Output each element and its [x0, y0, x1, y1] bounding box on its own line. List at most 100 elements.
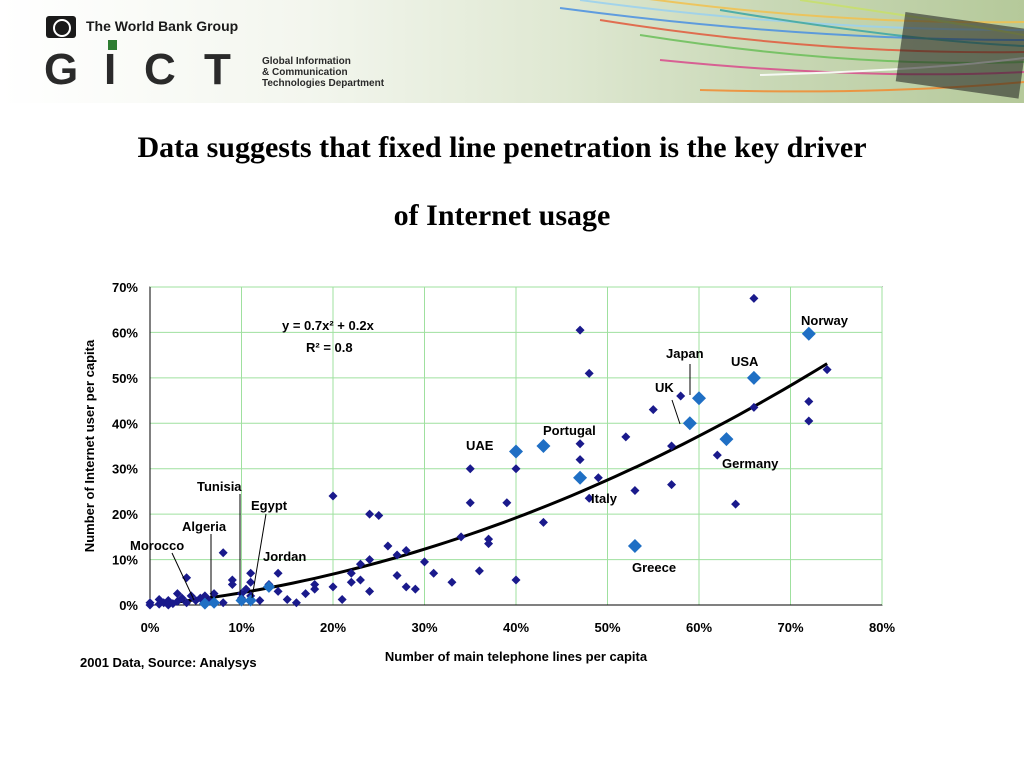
point-algeria — [208, 596, 221, 609]
data-point — [227, 580, 237, 590]
department-line-3: Technologies Department — [262, 78, 385, 89]
x-tick-label: 50% — [594, 620, 620, 635]
data-point — [365, 555, 375, 565]
y-tick-label: 20% — [112, 507, 138, 522]
data-point — [447, 577, 457, 587]
logo-letter-c: C — [144, 45, 176, 94]
source-footnote: 2001 Data, Source: Analysys — [80, 655, 257, 670]
data-point — [383, 541, 393, 551]
data-point — [355, 559, 365, 569]
data-point — [484, 539, 494, 549]
point-uae — [509, 444, 523, 459]
x-tick-label: 60% — [686, 620, 712, 635]
data-point — [291, 598, 301, 608]
label-egypt: Egypt — [251, 498, 288, 513]
data-point — [200, 591, 210, 601]
data-point — [731, 499, 741, 509]
x-tick-label: 40% — [503, 620, 529, 635]
point-japan — [692, 391, 706, 406]
data-point — [822, 365, 832, 375]
x-tick-label: 0% — [141, 620, 160, 635]
label-uk: UK — [655, 380, 674, 395]
data-point — [502, 498, 512, 508]
data-point — [511, 464, 521, 474]
x-tick-label: 10% — [228, 620, 254, 635]
data-point — [374, 511, 384, 521]
data-point — [310, 584, 320, 594]
label-morocco: Morocco — [130, 538, 184, 553]
label-algeria: Algeria — [182, 519, 227, 534]
leader-line-egypt — [251, 513, 267, 599]
point-germany — [719, 432, 734, 447]
org-name: The World Bank Group — [86, 18, 239, 34]
data-point — [392, 550, 402, 560]
y-tick-label: 70% — [112, 280, 138, 295]
data-point — [575, 455, 585, 465]
title-line-2: of Internet usage — [393, 199, 611, 232]
data-point — [538, 517, 548, 527]
department-line-1: Global Information — [262, 56, 351, 67]
point-morocco — [198, 597, 211, 610]
data-point — [575, 439, 585, 449]
data-point — [218, 598, 228, 608]
x-tick-label: 70% — [777, 620, 803, 635]
data-point — [511, 575, 521, 585]
y-tick-label: 30% — [112, 462, 138, 477]
logo-letter-g: G — [44, 45, 79, 94]
y-axis-title: Number of Internet user per capita — [82, 339, 97, 552]
data-point — [346, 577, 356, 587]
data-point — [575, 325, 585, 335]
data-point — [648, 405, 658, 415]
point-usa — [746, 370, 761, 385]
data-point — [255, 595, 265, 605]
data-point — [392, 570, 402, 580]
label-greece: Greece — [632, 560, 676, 575]
data-point — [429, 568, 439, 578]
data-point — [346, 568, 356, 578]
x-axis-title: Number of main telephone lines per capit… — [385, 649, 648, 664]
data-point — [474, 566, 484, 576]
data-point — [310, 580, 320, 590]
data-point — [712, 450, 722, 460]
data-point — [246, 568, 256, 578]
data-point — [218, 548, 228, 558]
point-norway — [801, 326, 816, 341]
point-tunisia — [235, 594, 248, 607]
point-uk — [682, 416, 697, 431]
label-tunisia: Tunisia — [197, 479, 242, 494]
y-tick-label: 0% — [119, 598, 138, 613]
data-point — [227, 575, 237, 585]
data-point — [401, 545, 411, 555]
data-point — [484, 534, 494, 544]
label-japan: Japan — [666, 346, 704, 361]
x-tick-label: 80% — [869, 620, 895, 635]
label-germany: Germany — [722, 456, 779, 471]
y-tick-label: 10% — [112, 553, 138, 568]
point-portugal — [536, 439, 551, 453]
logo-letter-t: T — [204, 45, 231, 94]
data-point — [145, 598, 155, 608]
data-point — [749, 293, 759, 303]
data-point — [301, 589, 311, 599]
data-point — [328, 491, 338, 501]
data-point — [273, 568, 283, 578]
data-point — [365, 586, 375, 596]
data-point — [749, 402, 759, 412]
data-point — [365, 509, 375, 519]
y-tick-label: 40% — [112, 416, 138, 431]
label-uae: UAE — [466, 438, 494, 453]
slide-title: Data suggests that fixed line penetratio… — [0, 122, 1004, 258]
data-point — [355, 575, 365, 585]
data-point — [241, 584, 251, 594]
leader-line-uk — [671, 399, 681, 425]
label-portugal: Portugal — [543, 423, 596, 438]
header-banner: The World Bank Group G I C T Global Info… — [0, 0, 1024, 103]
data-point — [804, 396, 814, 406]
point-greece — [627, 538, 642, 553]
point-italy — [573, 470, 588, 485]
y-tick-label: 60% — [112, 325, 138, 340]
data-point — [420, 557, 429, 567]
data-point — [584, 368, 594, 378]
label-jordan: Jordan — [263, 549, 306, 564]
point-egypt — [244, 594, 257, 607]
